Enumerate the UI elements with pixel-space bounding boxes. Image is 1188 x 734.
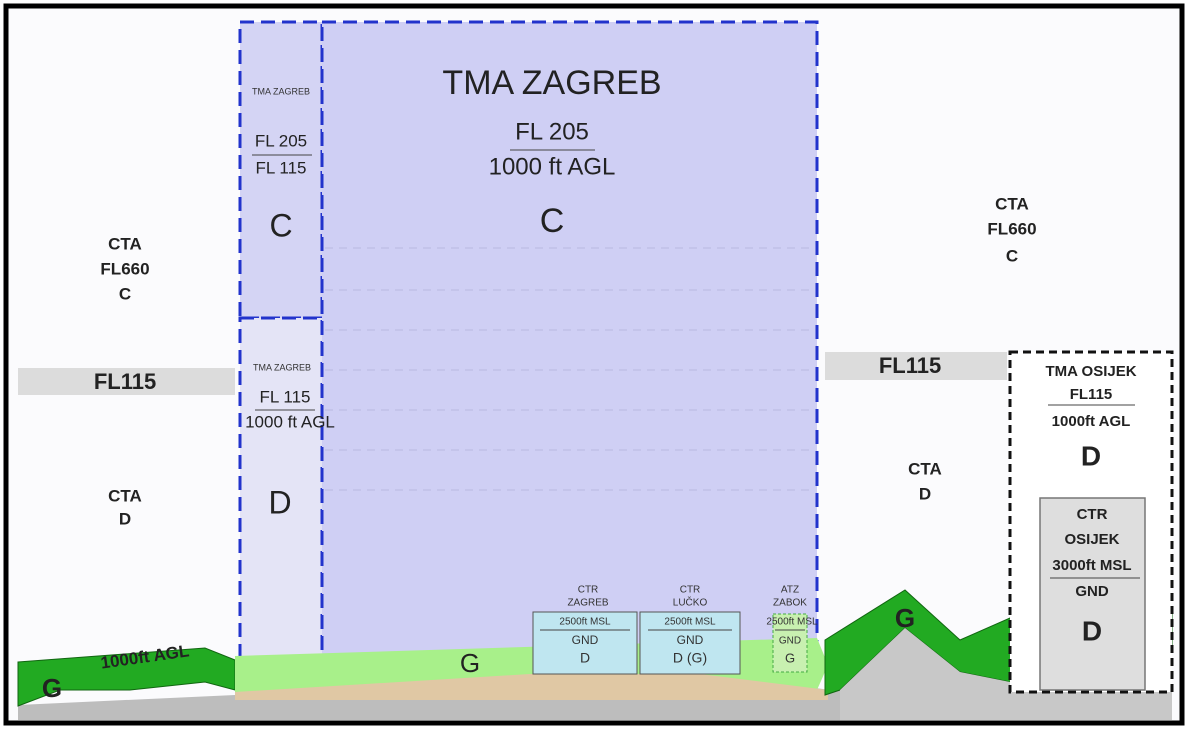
ctr-box bbox=[1039, 497, 1146, 691]
label: D (G) bbox=[673, 650, 707, 666]
label: C bbox=[119, 284, 131, 303]
label: D bbox=[268, 484, 291, 520]
label: TMA ZAGREB bbox=[252, 86, 310, 96]
fl-band bbox=[18, 368, 235, 395]
label: CTR bbox=[680, 585, 701, 596]
label: 2500ft MSL bbox=[559, 617, 611, 628]
label: C bbox=[1006, 246, 1018, 265]
tma-box bbox=[320, 20, 819, 662]
label: CTA bbox=[108, 486, 142, 505]
divider-lines bbox=[252, 149, 1140, 631]
label: TMA ZAGREB bbox=[253, 362, 311, 372]
label: CTA bbox=[908, 459, 942, 478]
label: 1000ft AGL bbox=[1052, 413, 1131, 430]
fl-band bbox=[825, 352, 1007, 380]
label: FL 205 bbox=[255, 131, 307, 150]
label: CTR bbox=[1077, 506, 1108, 523]
label: G bbox=[42, 673, 62, 703]
label: CTA bbox=[995, 194, 1029, 213]
label: FL 115 bbox=[259, 387, 310, 406]
atz-box bbox=[772, 613, 808, 673]
label: TMA OSIJEK bbox=[1045, 363, 1136, 380]
label: G bbox=[895, 603, 915, 633]
label: C bbox=[540, 202, 565, 240]
label: 2500ft MSL bbox=[664, 617, 716, 628]
label: D bbox=[1081, 440, 1101, 471]
label: FL660 bbox=[987, 219, 1036, 238]
terrain-ground bbox=[235, 674, 828, 700]
label: 2500ft MSL bbox=[766, 617, 818, 628]
label: D bbox=[580, 650, 590, 666]
label: TMA ZAGREB bbox=[442, 64, 661, 102]
label: G bbox=[460, 648, 480, 678]
terrain bbox=[840, 628, 1172, 720]
ctr-box bbox=[639, 611, 741, 675]
label: FL115 bbox=[1070, 386, 1113, 403]
level-lines bbox=[325, 247, 815, 491]
label: FL660 bbox=[100, 259, 149, 278]
label: CTA bbox=[108, 234, 142, 253]
label: GND bbox=[677, 633, 704, 647]
label: GND bbox=[1075, 583, 1109, 600]
label: LUČKO bbox=[673, 596, 708, 609]
label: D bbox=[919, 484, 931, 503]
label: ZAGREB bbox=[567, 598, 608, 609]
label: 1000 ft AGL bbox=[489, 153, 616, 180]
label: FL 205 bbox=[515, 118, 589, 145]
label: FL115 bbox=[879, 353, 941, 378]
label: OSIJEK bbox=[1064, 531, 1119, 548]
label: G bbox=[785, 650, 795, 665]
label: GND bbox=[779, 636, 801, 647]
tma-box bbox=[238, 20, 324, 320]
ctr-box bbox=[532, 611, 638, 675]
label: ZABOK bbox=[773, 598, 807, 609]
label: CTR bbox=[578, 585, 599, 596]
label: 3000ft MSL bbox=[1052, 557, 1131, 574]
tma-box bbox=[238, 316, 324, 660]
label: FL115 bbox=[94, 369, 156, 394]
label: 1000 ft AGL bbox=[245, 412, 335, 431]
label: ATZ bbox=[781, 585, 799, 596]
label: C bbox=[269, 207, 292, 243]
label: FL 115 bbox=[255, 158, 306, 177]
label: GND bbox=[572, 633, 599, 647]
terrain-green bbox=[17, 647, 236, 707]
label: D bbox=[1082, 615, 1102, 646]
label: D bbox=[119, 509, 131, 528]
